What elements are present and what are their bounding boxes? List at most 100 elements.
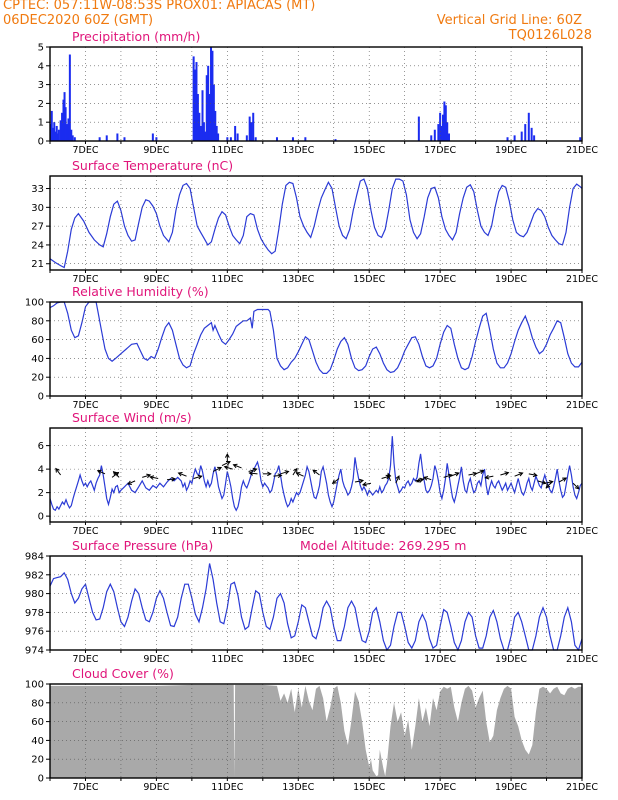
- wind-arrow-head: [395, 475, 400, 481]
- y-tick-label: 5: [38, 43, 44, 54]
- y-tick-label: 4: [38, 61, 44, 72]
- x-tick-label: 9DEC: [143, 654, 169, 665]
- wind-arrow-head: [385, 474, 391, 480]
- x-tick-label: 7DEC: [72, 526, 98, 537]
- x-tick-label: 19DEC: [495, 782, 527, 793]
- y-tick-label: 100: [25, 298, 44, 309]
- wind-arrow-head: [277, 473, 283, 479]
- temperature-line: [49, 178, 583, 269]
- y-tick-label: 976: [25, 627, 44, 638]
- panel-wind: Surface Wind (m/s) 0 2 4 6 7DEC 9DEC 11DEC 13DEC…: [38, 410, 599, 537]
- x-tick-label: 7DEC: [72, 400, 98, 411]
- x-tick-label: 13DEC: [282, 782, 314, 793]
- wind-arrow: [500, 472, 509, 476]
- header-date: 06DEC2020 60Z (GMT): [3, 13, 154, 28]
- y-tick-label: 20: [31, 755, 44, 766]
- y-tick-label: 984: [25, 552, 44, 563]
- header-station-line: CPTEC: 057:11W-08:53S PROX01: APIACAS (M…: [3, 0, 316, 13]
- precip-bar: [64, 107, 67, 141]
- pressure-line: [49, 563, 583, 652]
- x-tick-label: 9DEC: [143, 274, 169, 285]
- wind-arrow-head: [55, 467, 60, 473]
- panel-title-pressure: Surface Pressure (hPa): [72, 538, 213, 553]
- precip-bar: [207, 65, 210, 141]
- y-tick-label: 100: [25, 680, 44, 691]
- precip-bar: [202, 122, 205, 141]
- wind-arrow-head: [504, 471, 510, 476]
- precip-bar: [252, 112, 255, 141]
- wind-arrow: [221, 461, 231, 467]
- x-tick-label: 11DEC: [211, 782, 243, 793]
- panel-frame: [49, 301, 583, 397]
- panel-frame: [49, 683, 583, 779]
- x-tick-label: 19DEC: [495, 274, 527, 285]
- x-tick-label: 17DEC: [424, 654, 456, 665]
- wind-arrow-head: [217, 466, 223, 472]
- wind-arrow: [280, 470, 289, 475]
- wind-arrow-head: [295, 472, 301, 477]
- wind-arrow: [443, 474, 452, 478]
- x-tick-label: 19DEC: [495, 145, 527, 156]
- wind-arrow-head: [96, 469, 102, 475]
- precip-bar: [304, 137, 307, 141]
- wind-arrow: [381, 475, 390, 480]
- precip-bar: [212, 84, 215, 141]
- x-tick-label: 7DEC: [72, 654, 98, 665]
- precip-bar: [513, 135, 516, 141]
- wind-arrow-head: [284, 470, 290, 475]
- precip-bar: [55, 125, 58, 141]
- wind-arrow: [572, 482, 580, 490]
- wind-arrow: [416, 478, 425, 483]
- x-tick-label: 9DEC: [143, 782, 169, 793]
- panel-cloud: Cloud Cover (%) 0 20 40 60 80 100 7DEC 9DEC 11DEC…: [25, 666, 598, 793]
- wind-arrow: [212, 467, 222, 472]
- wind-arrow: [224, 466, 233, 470]
- precip-bar: [67, 118, 70, 141]
- precip-bar: [441, 114, 444, 141]
- y-tick-label: 21: [31, 259, 44, 270]
- precip-bar: [198, 112, 201, 141]
- wind-arrow-head: [112, 471, 118, 476]
- model-altitude-annotation: Model Altitude: 269.295 m: [300, 538, 466, 553]
- panel-title-cloud: Cloud Cover (%): [72, 666, 174, 681]
- precip-bar: [533, 135, 536, 141]
- wind-arrow: [362, 482, 372, 486]
- precip-bar: [56, 133, 59, 141]
- wind-arrow-head: [149, 475, 155, 480]
- x-tick-label: 15DEC: [353, 782, 385, 793]
- wind-arrow-head: [416, 478, 422, 483]
- precip-bar: [195, 62, 198, 141]
- wind-arrow: [127, 480, 136, 485]
- wind-arrow-head: [267, 471, 272, 477]
- y-tick-label: 982: [25, 570, 44, 581]
- x-tick-label: 21DEC: [566, 145, 598, 156]
- wind-arrow: [142, 474, 151, 478]
- wind-arrow-head: [293, 467, 298, 473]
- precip-bar: [49, 124, 52, 141]
- y-tick-label: 0: [38, 774, 44, 785]
- precip-bar: [248, 116, 251, 141]
- precip-bar: [98, 137, 101, 141]
- precip-bar: [291, 137, 294, 141]
- panel-precipitation: Precipitation (mm/h) 0 1 2 3 4 5 7DEC 9DEC 11DEC 1…: [38, 29, 599, 156]
- wind-arrow-head: [224, 453, 230, 458]
- precip-bar: [211, 50, 214, 142]
- precip-bar: [116, 133, 119, 141]
- precip-bar: [210, 47, 213, 141]
- y-tick-label: 2: [38, 99, 44, 110]
- precip-bar: [201, 90, 204, 141]
- wind-arrow: [545, 481, 553, 489]
- wind-arrow: [97, 470, 106, 475]
- wind-arrow: [312, 469, 320, 476]
- wind-arrow-head: [574, 484, 580, 490]
- precip-bar: [215, 125, 218, 141]
- x-tick-label: 13DEC: [282, 274, 314, 285]
- y-tick-label: 33: [31, 184, 44, 195]
- panel-title-temperature: Surface Temperature (nC): [72, 158, 233, 173]
- wind-arrow-head: [171, 476, 177, 482]
- y-tick-label: 30: [31, 203, 44, 214]
- precip-bar: [70, 129, 73, 141]
- precip-bar: [73, 137, 76, 141]
- precip-bar: [446, 122, 449, 141]
